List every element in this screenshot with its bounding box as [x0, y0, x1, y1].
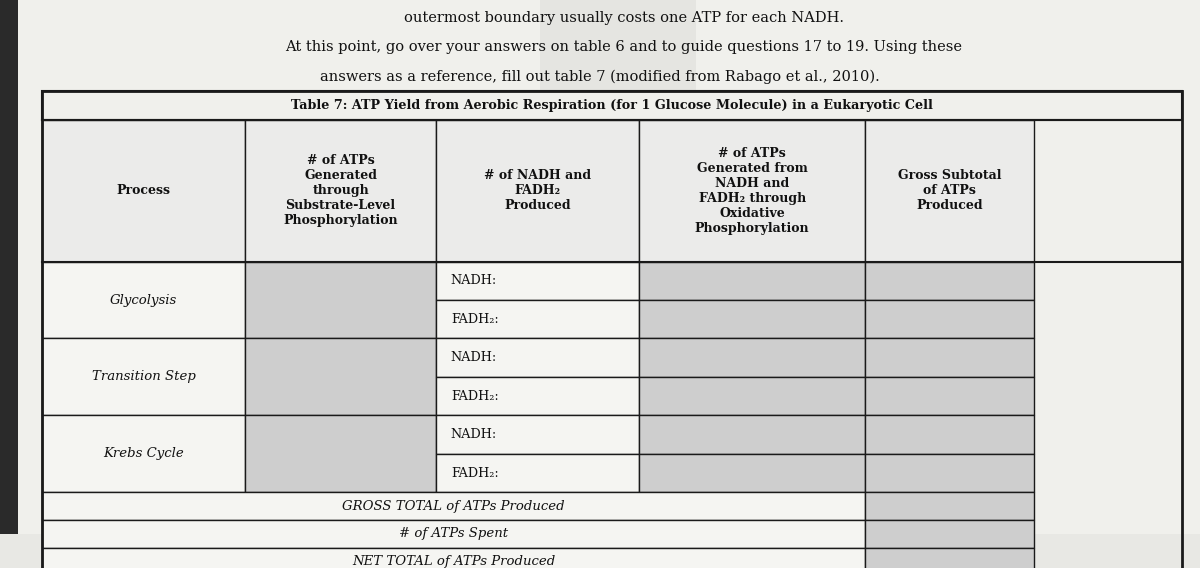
- Bar: [865, 339, 1033, 377]
- Text: Process: Process: [116, 185, 170, 197]
- Bar: [245, 120, 437, 262]
- Bar: [437, 300, 640, 339]
- Text: Glycolysis: Glycolysis: [110, 294, 178, 307]
- Text: Krebs Cycle: Krebs Cycle: [103, 448, 184, 460]
- Text: # of ATPs
Generated
through
Substrate-Level
Phosphorylation: # of ATPs Generated through Substrate-Le…: [283, 154, 398, 227]
- Text: NADH:: NADH:: [451, 428, 497, 441]
- Text: # of ATPs
Generated from
NADH and
FADH₂ through
Oxidative
Phosphorylation: # of ATPs Generated from NADH and FADH₂ …: [695, 147, 810, 235]
- Bar: [640, 415, 865, 454]
- Bar: [42, 339, 245, 415]
- Bar: [437, 454, 640, 492]
- Bar: [640, 454, 865, 492]
- Text: answers as a reference, fill out table 7 (modified from Rabago et al., 2010).: answers as a reference, fill out table 7…: [320, 69, 880, 84]
- Text: # of NADH and
FADH₂
Produced: # of NADH and FADH₂ Produced: [485, 169, 592, 212]
- Bar: [437, 339, 640, 377]
- Bar: [437, 415, 640, 454]
- Bar: [865, 492, 1033, 520]
- Bar: [640, 339, 865, 377]
- Text: NADH:: NADH:: [451, 351, 497, 364]
- Bar: [865, 454, 1033, 492]
- Text: FADH₂:: FADH₂:: [451, 390, 498, 403]
- Bar: [865, 300, 1033, 339]
- Bar: [865, 377, 1033, 415]
- Bar: [640, 120, 865, 262]
- Bar: [865, 548, 1033, 568]
- Text: At this point, go over your answers on table 6 and to guide questions 17 to 19. : At this point, go over your answers on t…: [286, 40, 962, 54]
- Text: Gross Subtotal
of ATPs
Produced: Gross Subtotal of ATPs Produced: [898, 169, 1001, 212]
- Text: Transition Step: Transition Step: [91, 370, 196, 383]
- Bar: [245, 415, 437, 492]
- Bar: [437, 262, 640, 300]
- Bar: [437, 120, 640, 262]
- Bar: [437, 377, 640, 415]
- Bar: [865, 262, 1033, 300]
- Text: FADH₂:: FADH₂:: [451, 313, 498, 326]
- Bar: [42, 548, 865, 568]
- Bar: [245, 339, 437, 415]
- Bar: [865, 120, 1033, 262]
- Bar: [865, 520, 1033, 548]
- Bar: [865, 415, 1033, 454]
- Text: NADH:: NADH:: [451, 274, 497, 287]
- Bar: [42, 120, 245, 262]
- Text: GROSS TOTAL of ATPs Produced: GROSS TOTAL of ATPs Produced: [342, 500, 565, 513]
- Bar: [0, 0, 18, 534]
- Bar: [640, 300, 865, 339]
- Text: NET TOTAL of ATPs Produced: NET TOTAL of ATPs Produced: [352, 555, 556, 568]
- Polygon shape: [540, 0, 696, 534]
- Bar: [42, 415, 245, 492]
- Bar: [42, 492, 865, 520]
- Bar: [42, 262, 245, 339]
- Text: Table 7: ATP Yield from Aerobic Respiration (for 1 Glucose Molecule) in a Eukary: Table 7: ATP Yield from Aerobic Respirat…: [292, 99, 932, 112]
- Text: # of ATPs Spent: # of ATPs Spent: [398, 527, 508, 540]
- Bar: [640, 377, 865, 415]
- Bar: [42, 520, 865, 548]
- Text: FADH₂:: FADH₂:: [451, 466, 498, 479]
- Bar: [245, 262, 437, 339]
- Bar: [42, 91, 1182, 120]
- Text: outermost boundary usually costs one ATP for each NADH.: outermost boundary usually costs one ATP…: [404, 11, 844, 24]
- Bar: [640, 262, 865, 300]
